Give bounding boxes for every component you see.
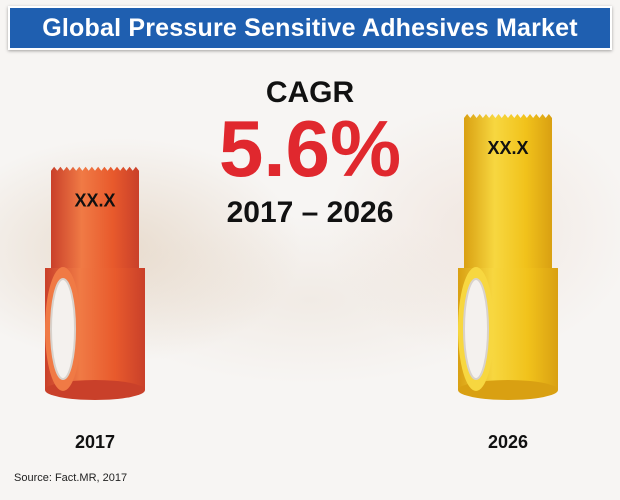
category-label-2017: 2017 xyxy=(75,432,115,452)
bar-value-label-2017: XX.X xyxy=(74,191,115,211)
bar-value-label-2026: XX.X xyxy=(487,138,528,158)
chart-title: Global Pressure Sensitive Adhesives Mark… xyxy=(8,6,612,50)
cagr-value: 5.6% xyxy=(218,104,402,193)
tape-strip-2026 xyxy=(464,114,552,308)
cagr-period: 2017 – 2026 xyxy=(226,196,394,229)
cagr-label: CAGR xyxy=(265,76,355,109)
category-label-2026: 2026 xyxy=(488,432,528,452)
tape-roll-core-2017 xyxy=(50,278,76,380)
source-note: Source: Fact.MR, 2017 xyxy=(14,472,128,484)
tape-roll-core-2026 xyxy=(463,278,489,380)
